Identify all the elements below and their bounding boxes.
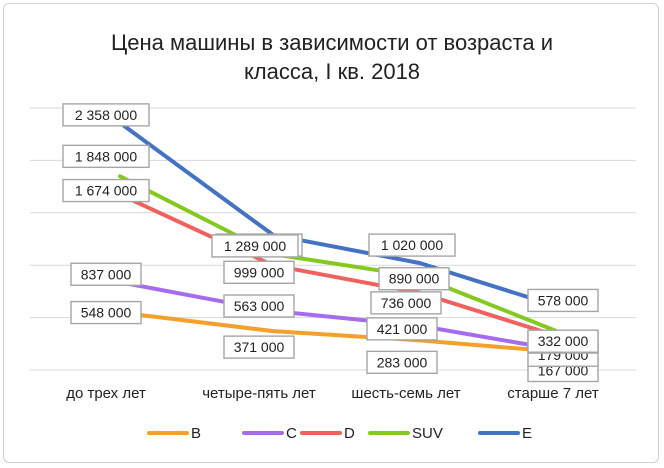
series-lines [118, 120, 569, 355]
data-label-text: 563 000 [234, 298, 285, 314]
data-label-box [527, 288, 599, 313]
data-label-text: 837 000 [81, 266, 132, 282]
chart-title-line-1: Цена машины в зависимости от возраста и [111, 30, 553, 55]
data-label-b-1: 371 000 [223, 335, 295, 359]
x-axis-tick-labels: до трех лет четыре-пять лет шесть-семь лет… [66, 385, 599, 402]
data-label-text: 1 674 000 [75, 183, 137, 199]
chart-title-line-2: класса, I кв. 2018 [243, 59, 421, 84]
data-label-text: 548 000 [81, 305, 132, 321]
data-label-suv-0: 1 848 000 [62, 144, 150, 169]
data-label-box [211, 234, 299, 258]
data-label-box [366, 350, 438, 375]
data-label-e-3: 578 000 [527, 288, 599, 313]
data-label-suv-2: 890 000 [378, 267, 450, 291]
data-label-box [370, 291, 442, 315]
data-label-e-2: 1 020 000 [368, 233, 456, 257]
data-label-c-0: 837 000 [70, 262, 142, 286]
data-label-box [70, 262, 142, 286]
data-label-box [368, 233, 456, 257]
data-label-box [223, 335, 295, 359]
data-label-e-0: 2 358 000 [62, 103, 150, 127]
data-label-text: 332 000 [538, 333, 589, 349]
data-label-box [62, 144, 150, 169]
chart-frame [3, 3, 659, 463]
data-label-text: 421 000 [377, 321, 428, 337]
data-label-d-2: 736 000 [370, 291, 442, 315]
series-line-c [118, 280, 569, 354]
data-label-c-2: 421 000 [366, 317, 438, 341]
data-label-box [62, 178, 150, 203]
data-label-box [378, 267, 450, 291]
legend-item-suv: SUV [368, 425, 443, 442]
data-label-text: 1 848 000 [75, 148, 137, 164]
data-label-text: 578 000 [538, 292, 589, 308]
series-line-d [118, 192, 569, 342]
series-line-e [118, 120, 569, 312]
data-label-b-2: 283 000 [366, 350, 438, 375]
legend-item-c: C [242, 425, 297, 442]
data-label-text: 890 000 [389, 271, 440, 287]
data-label-text: 2 358 000 [75, 107, 137, 123]
legend-label: SUV [412, 425, 443, 442]
chart-title: Цена машины в зависимости от возраста и … [40, 28, 624, 86]
data-label-e-1: 1 289 000 [211, 234, 299, 258]
legend: B C D SUV E [147, 425, 532, 442]
data-label-text: 1 289 000 [224, 238, 286, 254]
data-label-d-1: 999 000 [223, 260, 295, 285]
legend-label: D [344, 425, 355, 442]
data-label-box [223, 294, 295, 318]
data-label-box [62, 103, 150, 127]
series-line-suv [118, 174, 569, 338]
data-label-text: 999 000 [234, 264, 285, 280]
x-tick-label: шесть-семь лет [351, 385, 460, 402]
legend-item-d: D [300, 425, 355, 442]
legend-label: B [191, 425, 201, 442]
legend-label: C [286, 425, 297, 442]
legend-item-e: E [478, 425, 532, 442]
data-label-suv-3: 332 000 [527, 329, 599, 353]
series-line-b [118, 310, 569, 355]
data-label-box [70, 300, 142, 325]
data-label-text: 283 000 [377, 354, 428, 370]
data-label-b-0: 548 000 [70, 300, 142, 325]
data-label-c-1: 563 000 [223, 294, 295, 318]
data-label-box [366, 317, 438, 341]
data-label-text: 1 020 000 [381, 237, 443, 253]
x-tick-label: четыре-пять лет [202, 385, 316, 402]
data-label-text: 736 000 [381, 295, 432, 311]
data-label-box [223, 260, 295, 285]
x-tick-label: старше 7 лет [507, 385, 599, 402]
data-label-d-0: 1 674 000 [62, 178, 150, 203]
x-tick-label: до трех лет [66, 385, 146, 402]
legend-item-b: B [147, 425, 201, 442]
legend-label: E [522, 425, 532, 442]
data-label-text: 371 000 [234, 339, 285, 355]
data-label-box [527, 329, 599, 353]
